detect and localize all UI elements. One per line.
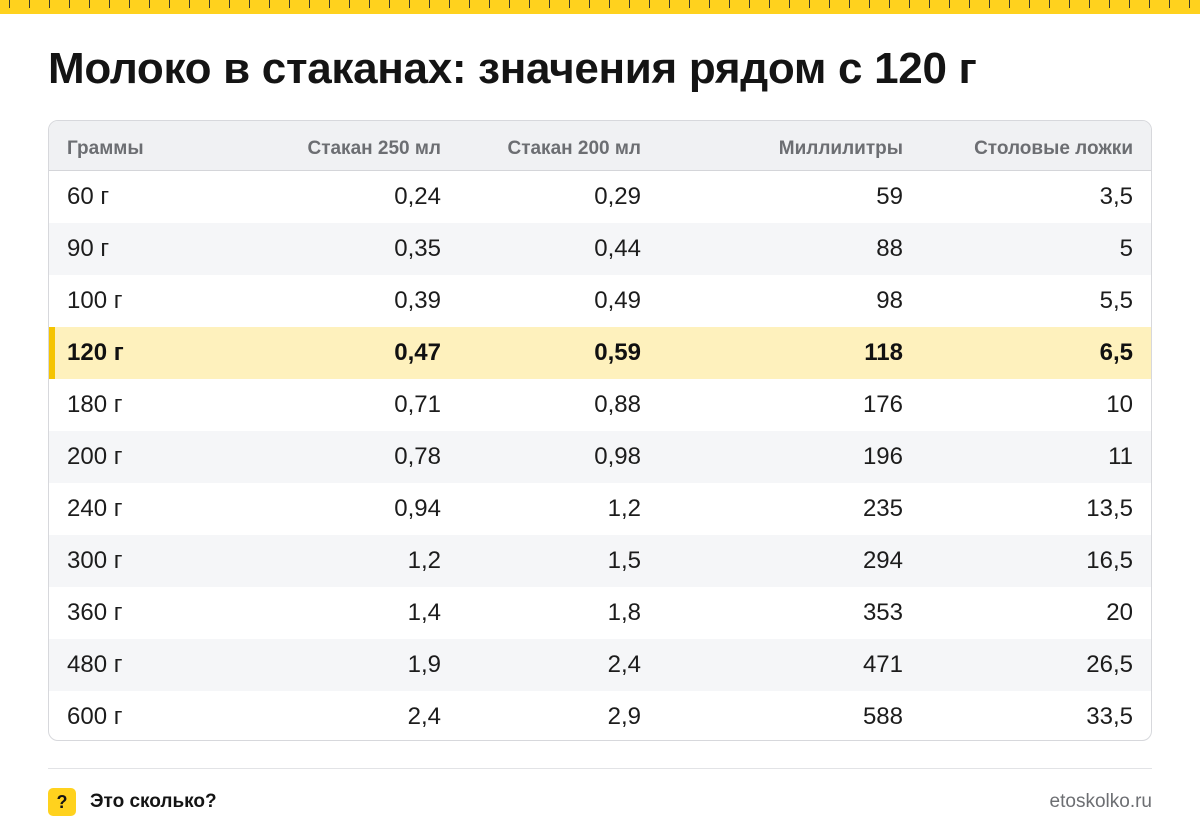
- glass-200-cell: 2,4: [607, 651, 641, 678]
- column-header-glass-200: Стакан 200 мл: [507, 138, 641, 159]
- table-row: 90 г 0,35 0,44 88 5: [49, 223, 1151, 275]
- footer-divider: [48, 768, 1152, 769]
- grams-cell: 480 г: [67, 651, 123, 678]
- milliliters-cell: 176: [862, 391, 903, 418]
- table-row: 200 г 0,78 0,98 196 11: [49, 431, 1151, 483]
- glass-200-cell: 0,88: [594, 391, 641, 418]
- grams-cell: 100 г: [67, 287, 123, 314]
- question-badge-icon: ?: [48, 788, 76, 816]
- grams-cell: 240 г: [67, 495, 123, 522]
- table-row: 360 г 1,4 1,8 353 20: [49, 587, 1151, 639]
- milliliters-cell: 588: [862, 703, 903, 730]
- table-body: 60 г 0,24 0,29 59 3,5 90 г 0,35 0,44 88 5 100 г 0,3…: [49, 171, 1151, 740]
- ruler-strip: [0, 0, 1200, 14]
- glass-250-cell: 0,78: [394, 443, 441, 470]
- glass-250-cell: 0,71: [394, 391, 441, 418]
- glass-200-cell: 1,5: [607, 547, 641, 574]
- column-header-tablespoons: Столовые ложки: [974, 138, 1133, 159]
- grams-cell: 120 г: [67, 339, 124, 366]
- grams-cell: 300 г: [67, 547, 123, 574]
- tablespoons-cell: 3,5: [1099, 183, 1133, 210]
- glass-250-cell: 0,94: [394, 495, 441, 522]
- table-row: 600 г 2,4 2,9 588 33,5: [49, 691, 1151, 740]
- tablespoons-cell: 26,5: [1086, 651, 1133, 678]
- tablespoons-cell: 20: [1106, 599, 1133, 626]
- glass-200-cell: 1,8: [607, 599, 641, 626]
- grams-cell: 360 г: [67, 599, 123, 626]
- table-row: 60 г 0,24 0,29 59 3,5: [49, 171, 1151, 223]
- tablespoons-cell: 11: [1108, 443, 1133, 470]
- column-header-milliliters: Миллилитры: [778, 138, 903, 159]
- glass-200-cell: 0,98: [594, 443, 641, 470]
- glass-250-cell: 1,2: [407, 547, 441, 574]
- tablespoons-cell: 6,5: [1099, 339, 1133, 366]
- milliliters-cell: 294: [862, 547, 903, 574]
- tablespoons-cell: 5,5: [1099, 287, 1133, 314]
- tablespoons-cell: 33,5: [1086, 703, 1133, 730]
- glass-250-cell: 2,4: [407, 703, 441, 730]
- table-row: 300 г 1,2 1,5 294 16,5: [49, 535, 1151, 587]
- column-header-grams: Граммы: [67, 138, 144, 159]
- tablespoons-cell: 10: [1106, 391, 1133, 418]
- brand-name: Это сколько?: [90, 791, 217, 812]
- table-row: 100 г 0,39 0,49 98 5,5: [49, 275, 1151, 327]
- grams-cell: 600 г: [67, 703, 123, 730]
- milliliters-cell: 98: [876, 287, 903, 314]
- site-url: etoskolko.ru: [1049, 791, 1152, 812]
- milliliters-cell: 471: [862, 651, 903, 678]
- glass-200-cell: 0,44: [594, 235, 641, 262]
- tablespoons-cell: 5: [1119, 235, 1133, 262]
- milliliters-cell: 118: [864, 339, 903, 366]
- grams-cell: 200 г: [67, 443, 123, 470]
- milliliters-cell: 59: [876, 183, 903, 210]
- grams-cell: 180 г: [67, 391, 123, 418]
- table-header-row: Граммы Стакан 250 мл Стакан 200 мл Милли…: [49, 121, 1151, 171]
- glass-200-cell: 0,29: [594, 183, 641, 210]
- milliliters-cell: 353: [862, 599, 903, 626]
- glass-200-cell: 1,2: [607, 495, 641, 522]
- glass-200-cell: 0,49: [594, 287, 641, 314]
- highlight-marker: [49, 327, 55, 379]
- milliliters-cell: 196: [862, 443, 903, 470]
- glass-250-cell: 1,9: [407, 651, 441, 678]
- milliliters-cell: 88: [876, 235, 903, 262]
- table-row: 180 г 0,71 0,88 176 10: [49, 379, 1151, 431]
- table-row: 240 г 0,94 1,2 235 13,5: [49, 483, 1151, 535]
- column-header-glass-250: Стакан 250 мл: [307, 138, 441, 159]
- glass-250-cell: 0,47: [394, 339, 441, 366]
- glass-200-cell: 0,59: [594, 339, 641, 366]
- grams-cell: 90 г: [67, 235, 110, 262]
- table-row: 480 г 1,9 2,4 471 26,5: [49, 639, 1151, 691]
- glass-200-cell: 2,9: [607, 703, 641, 730]
- milliliters-cell: 235: [862, 495, 903, 522]
- tablespoons-cell: 13,5: [1086, 495, 1133, 522]
- page-title: Молоко в стаканах: значения рядом с 120 …: [48, 44, 977, 93]
- glass-250-cell: 0,39: [394, 287, 441, 314]
- grams-cell: 60 г: [67, 183, 110, 210]
- glass-250-cell: 0,35: [394, 235, 441, 262]
- glass-250-cell: 1,4: [407, 599, 441, 626]
- tablespoons-cell: 16,5: [1086, 547, 1133, 574]
- table-row-highlighted: 120 г 0,47 0,59 118 6,5: [49, 327, 1151, 379]
- conversion-table: Граммы Стакан 250 мл Стакан 200 мл Милли…: [48, 120, 1152, 741]
- glass-250-cell: 0,24: [394, 183, 441, 210]
